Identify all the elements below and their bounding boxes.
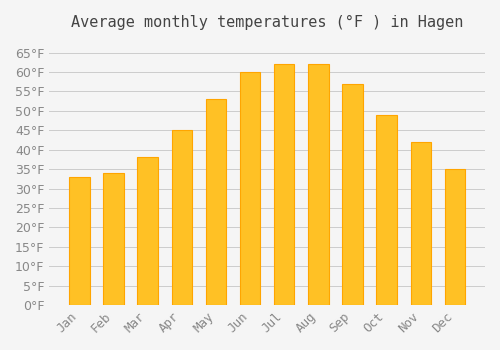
Bar (342, 84, 363, 305)
Bar (308, 64, 328, 305)
Bar (69, 177, 89, 305)
Bar (206, 99, 226, 305)
Bar (274, 64, 294, 305)
Bar (376, 115, 397, 305)
Bar (444, 169, 465, 305)
Bar (240, 72, 260, 305)
Title: Average monthly temperatures (°F ) in Hagen: Average monthly temperatures (°F ) in Ha… (71, 15, 464, 30)
Bar (104, 173, 124, 305)
Bar (410, 142, 431, 305)
Bar (172, 130, 192, 305)
Bar (138, 158, 158, 305)
